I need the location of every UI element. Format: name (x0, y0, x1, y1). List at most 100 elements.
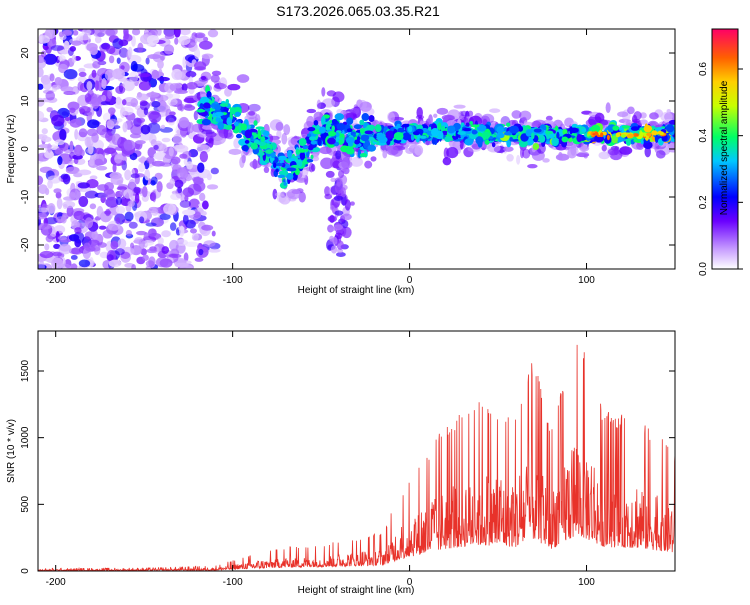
heatmap-cell (146, 92, 160, 98)
x-tick-label: -200 (46, 577, 66, 588)
colorbar-tick-label: 0.4 (698, 128, 709, 142)
heatmap-cell (270, 152, 276, 159)
heatmap-cell (103, 147, 117, 154)
y-tick-label: 1000 (20, 426, 31, 449)
heatmap-cell (174, 37, 179, 45)
heatmap-cell (509, 137, 514, 142)
heatmap-cell (127, 46, 133, 58)
heatmap-cell (63, 90, 76, 96)
heatmap-cell (169, 239, 179, 251)
heatmap-cell (147, 110, 160, 120)
heatmap-cell (65, 166, 80, 174)
heatmap-cell (317, 137, 322, 146)
spectrogram-x-ticks: -200 -100 0 100 (46, 29, 595, 286)
heatmap-cell (600, 119, 612, 125)
heatmap-cell (78, 128, 88, 138)
heatmap-cell (600, 132, 604, 138)
x-tick-label: 0 (407, 275, 413, 286)
heatmap-cell (556, 131, 560, 140)
heatmap-cell (484, 139, 490, 145)
heatmap-cell (179, 29, 191, 36)
heatmap-cell (278, 170, 289, 176)
heatmap-cell (77, 81, 84, 91)
heatmap-cell (54, 76, 63, 85)
heatmap-cell (178, 116, 190, 129)
heatmap-cell (516, 154, 521, 165)
heatmap-cell (101, 77, 107, 90)
heatmap-cell (341, 213, 352, 221)
heatmap-cell (594, 131, 599, 136)
heatmap-cell (40, 50, 47, 58)
heatmap-cell (464, 138, 474, 146)
heatmap-cell (137, 42, 144, 53)
heatmap-cell (106, 254, 114, 262)
heatmap-cell (43, 53, 58, 65)
heatmap-cell (200, 75, 207, 81)
heatmap-cell (357, 149, 362, 159)
heatmap-cell (414, 145, 424, 156)
heatmap-cell (240, 149, 247, 161)
heatmap-cell (538, 134, 546, 143)
heatmap-cell (277, 174, 286, 178)
y-tick-label: 500 (20, 496, 31, 513)
heatmap-cell (401, 123, 410, 128)
heatmap-cell (174, 179, 184, 189)
heatmap-cell (161, 137, 171, 143)
heatmap-cell (302, 145, 309, 149)
heatmap-cell (287, 149, 293, 159)
heatmap-cell (105, 130, 113, 142)
heatmap-cell (156, 181, 163, 193)
heatmap-cell (606, 134, 610, 141)
heatmap-cell (235, 133, 242, 139)
heatmap-cell (551, 137, 559, 147)
heatmap-cell (115, 217, 121, 224)
heatmap-cell (190, 228, 197, 234)
heatmap-cell (208, 137, 214, 148)
heatmap-cell (201, 53, 214, 60)
heatmap-cell (402, 132, 411, 141)
heatmap-cell (140, 248, 147, 256)
heatmap-cell (393, 131, 404, 141)
heatmap-cell (244, 129, 253, 139)
heatmap-cell (476, 124, 487, 132)
heatmap-cell (646, 132, 652, 137)
heatmap-cell (457, 131, 466, 135)
heatmap-cell (226, 117, 233, 126)
heatmap-cell (627, 106, 635, 115)
heatmap-cell (503, 131, 513, 136)
heatmap-cell (316, 99, 321, 110)
heatmap-cell (295, 177, 307, 183)
heatmap-cell (283, 182, 287, 186)
heatmap-cell (151, 69, 160, 80)
colorbar: 0.0 0.2 0.4 0.6 Normalized spectral amplitu… (698, 28, 743, 276)
heatmap-cell (153, 144, 159, 150)
heatmap-cell (56, 197, 63, 210)
heatmap-cell (70, 254, 78, 260)
heatmap-cell (145, 222, 157, 227)
heatmap-cell (506, 154, 514, 162)
heatmap-cell (605, 102, 611, 114)
heatmap-cell (62, 200, 76, 209)
heatmap-cell (115, 96, 122, 106)
heatmap-cell (191, 176, 202, 182)
heatmap-cell (531, 120, 542, 128)
heatmap-cell (136, 93, 149, 101)
heatmap-cell (585, 119, 597, 127)
heatmap-cell (98, 192, 109, 199)
x-tick-label: 0 (407, 577, 413, 588)
heatmap-cell (124, 169, 132, 181)
heatmap-cell (63, 69, 78, 80)
heatmap-cell (96, 165, 108, 171)
heatmap-cell (194, 257, 204, 262)
heatmap-cell (250, 142, 259, 150)
heatmap-cell (138, 238, 145, 250)
heatmap-cell (114, 248, 125, 256)
heatmap-cell (481, 113, 495, 125)
heatmap-cell (531, 132, 535, 140)
heatmap-cell (164, 33, 175, 40)
heatmap-cell (265, 149, 274, 154)
heatmap-cell (350, 201, 355, 206)
heatmap-cell (675, 128, 682, 137)
spectrogram-cells (38, 29, 682, 269)
heatmap-cell (364, 130, 374, 135)
